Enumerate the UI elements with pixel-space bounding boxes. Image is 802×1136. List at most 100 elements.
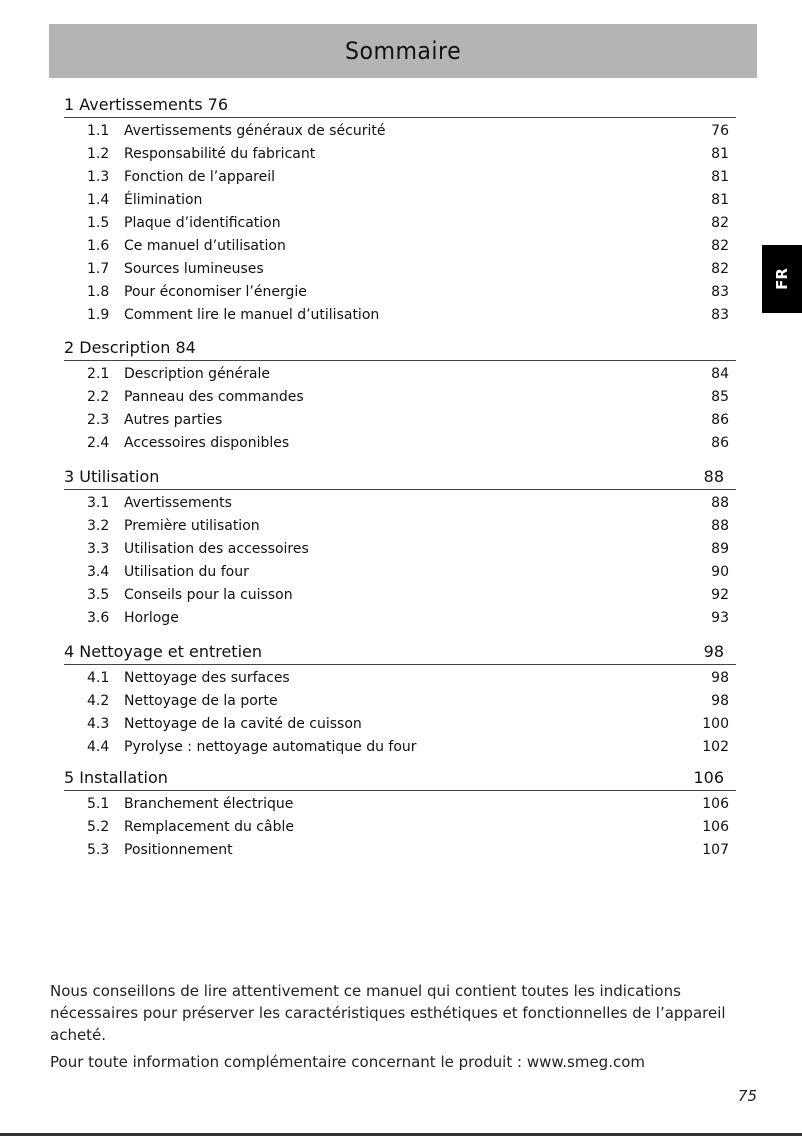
entry-title[interactable]: Plaque d’identification xyxy=(124,215,281,231)
entry-title[interactable]: Panneau des commandes xyxy=(124,389,304,405)
entry-number: 5.2 xyxy=(87,819,110,835)
entry-number: 1.4 xyxy=(87,192,110,208)
entry-page: 76 xyxy=(711,123,729,139)
toc-entry[interactable]: 5.2 Remplacement du câble 106 xyxy=(64,816,736,839)
entry-title[interactable]: Autres parties xyxy=(124,412,223,428)
entry-page: 102 xyxy=(702,739,729,755)
entry-page: 92 xyxy=(711,587,729,603)
language-tab: FR xyxy=(762,245,802,313)
entry-number: 1.5 xyxy=(87,215,110,231)
toc-entry[interactable]: 2.2 Panneau des commandes 85 xyxy=(64,386,736,409)
entry-number: 3.1 xyxy=(87,495,110,511)
section-heading[interactable]: 3 Utilisation 88 xyxy=(64,464,736,490)
entry-page: 106 xyxy=(702,796,729,812)
toc-entry[interactable]: 3.4 Utilisation du four 90 xyxy=(64,561,736,584)
toc-entry[interactable]: 3.3 Utilisation des accessoires 89 xyxy=(64,538,736,561)
entry-title[interactable]: Pour économiser l’énergie xyxy=(124,284,307,300)
toc-entry[interactable]: 1.7 Sources lumineuses 82 xyxy=(64,258,736,281)
toc-entry[interactable]: 1.4 Élimination 81 xyxy=(64,189,736,212)
entry-number: 4.4 xyxy=(87,739,110,755)
toc-entry[interactable]: 3.1 Avertissements 88 xyxy=(64,492,736,515)
page-number: 75 xyxy=(737,1087,757,1105)
toc-entry[interactable]: 4.4 Pyrolyse : nettoyage automatique du … xyxy=(64,736,736,759)
toc-entry[interactable]: 3.5 Conseils pour la cuisson 92 xyxy=(64,584,736,607)
entry-title[interactable]: Positionnement xyxy=(124,842,233,858)
intro-paragraph-website: Pour toute information complémentaire co… xyxy=(50,1053,645,1071)
entry-title[interactable]: Ce manuel d’utilisation xyxy=(124,238,286,254)
section-title[interactable]: 1 Avertissements 76 xyxy=(64,95,229,114)
toc-entry[interactable]: 1.3 Fonction de l’appareil 81 xyxy=(64,166,736,189)
toc-entry[interactable]: 1.6 Ce manuel d’utilisation 82 xyxy=(64,235,736,258)
entry-title[interactable]: Avertissements xyxy=(124,495,232,511)
entry-title[interactable]: Nettoyage de la cavité de cuisson xyxy=(124,716,362,732)
entry-title[interactable]: Avertissements généraux de sécurité xyxy=(124,123,386,139)
entry-page: 81 xyxy=(711,169,729,185)
entry-title[interactable]: Pyrolyse : nettoyage automatique du four xyxy=(124,739,417,755)
entry-title[interactable]: Conseils pour la cuisson xyxy=(124,587,293,603)
entry-page: 81 xyxy=(711,146,729,162)
entry-title[interactable]: Utilisation des accessoires xyxy=(124,541,309,557)
section-title[interactable]: 3 Utilisation xyxy=(64,467,160,486)
toc-entry[interactable]: 4.3 Nettoyage de la cavité de cuisson 10… xyxy=(64,713,736,736)
entry-title[interactable]: Branchement électrique xyxy=(124,796,294,812)
entry-number: 2.1 xyxy=(87,366,110,382)
entry-title[interactable]: Responsabilité du fabricant xyxy=(124,146,316,162)
entry-title[interactable]: Élimination xyxy=(124,192,203,208)
entry-number: 2.4 xyxy=(87,435,110,451)
entry-title[interactable]: Première utilisation xyxy=(124,518,260,534)
entry-page: 100 xyxy=(702,716,729,732)
entry-number: 3.2 xyxy=(87,518,110,534)
entry-number: 4.1 xyxy=(87,670,110,686)
toc-entry[interactable]: 4.1 Nettoyage des surfaces 98 xyxy=(64,667,736,690)
toc-entry[interactable]: 4.2 Nettoyage de la porte 98 xyxy=(64,690,736,713)
section-heading[interactable]: 5 Installation 106 xyxy=(64,765,736,791)
entry-number: 3.3 xyxy=(87,541,110,557)
entry-title[interactable]: Accessoires disponibles xyxy=(124,435,290,451)
entry-title[interactable]: Utilisation du four xyxy=(124,564,249,580)
entry-title[interactable]: Nettoyage des surfaces xyxy=(124,670,290,686)
entry-title[interactable]: Remplacement du câble xyxy=(124,819,294,835)
entry-number: 4.2 xyxy=(87,693,110,709)
toc-entry[interactable]: 3.2 Première utilisation 88 xyxy=(64,515,736,538)
entry-title[interactable]: Fonction de l’appareil xyxy=(124,169,276,185)
entry-page: 90 xyxy=(711,564,729,580)
toc-section: 5 Installation 106 5.1 Branchement élect… xyxy=(64,765,736,862)
toc-entry[interactable]: 1.5 Plaque d’identification 82 xyxy=(64,212,736,235)
toc-entry[interactable]: 5.3 Positionnement 107 xyxy=(64,839,736,862)
section-heading[interactable]: 1 Avertissements 76 xyxy=(64,92,736,118)
toc-section: 1 Avertissements 76 1.1 Avertissements g… xyxy=(64,92,736,327)
toc-entry[interactable]: 1.1 Avertissements généraux de sécurité … xyxy=(64,120,736,143)
toc-entry[interactable]: 2.3 Autres parties 86 xyxy=(64,409,736,432)
section-heading[interactable]: 2 Description 84 xyxy=(64,335,736,361)
toc-entry[interactable]: 5.1 Branchement électrique 106 xyxy=(64,793,736,816)
intro-paragraph: Nous conseillons de lire attentivement c… xyxy=(50,982,726,1044)
toc-entry[interactable]: 1.8 Pour économiser l’énergie 83 xyxy=(64,281,736,304)
entry-title[interactable]: Horloge xyxy=(124,610,179,626)
entry-page: 86 xyxy=(711,435,729,451)
entry-number: 1.7 xyxy=(87,261,110,277)
section-heading[interactable]: 4 Nettoyage et entretien 98 xyxy=(64,639,736,665)
entry-number: 1.9 xyxy=(87,307,110,323)
entry-title[interactable]: Nettoyage de la porte xyxy=(124,693,278,709)
entry-title[interactable]: Comment lire le manuel d’utilisation xyxy=(124,307,380,323)
toc-entry[interactable]: 1.9 Comment lire le manuel d’utilisation… xyxy=(64,304,736,327)
section-title[interactable]: 5 Installation xyxy=(64,768,168,787)
section-title[interactable]: 4 Nettoyage et entretien xyxy=(64,642,263,661)
entry-page: 84 xyxy=(711,366,729,382)
entry-number: 1.2 xyxy=(87,146,110,162)
toc-entry[interactable]: 2.4 Accessoires disponibles 86 xyxy=(64,432,736,455)
section-title[interactable]: 2 Description 84 xyxy=(64,338,196,357)
entry-number: 1.1 xyxy=(87,123,110,139)
bottom-rule xyxy=(0,1133,802,1136)
toc-entry[interactable]: 3.6 Horloge 93 xyxy=(64,607,736,630)
entry-page: 83 xyxy=(711,284,729,300)
entry-title[interactable]: Sources lumineuses xyxy=(124,261,264,277)
toc-entry[interactable]: 2.1 Description générale 84 xyxy=(64,363,736,386)
entry-number: 3.5 xyxy=(87,587,110,603)
entry-number: 2.3 xyxy=(87,412,110,428)
entry-page: 82 xyxy=(711,261,729,277)
toc-entry[interactable]: 1.2 Responsabilité du fabricant 81 xyxy=(64,143,736,166)
entry-page: 83 xyxy=(711,307,729,323)
entry-number: 3.6 xyxy=(87,610,110,626)
entry-title[interactable]: Description générale xyxy=(124,366,271,382)
